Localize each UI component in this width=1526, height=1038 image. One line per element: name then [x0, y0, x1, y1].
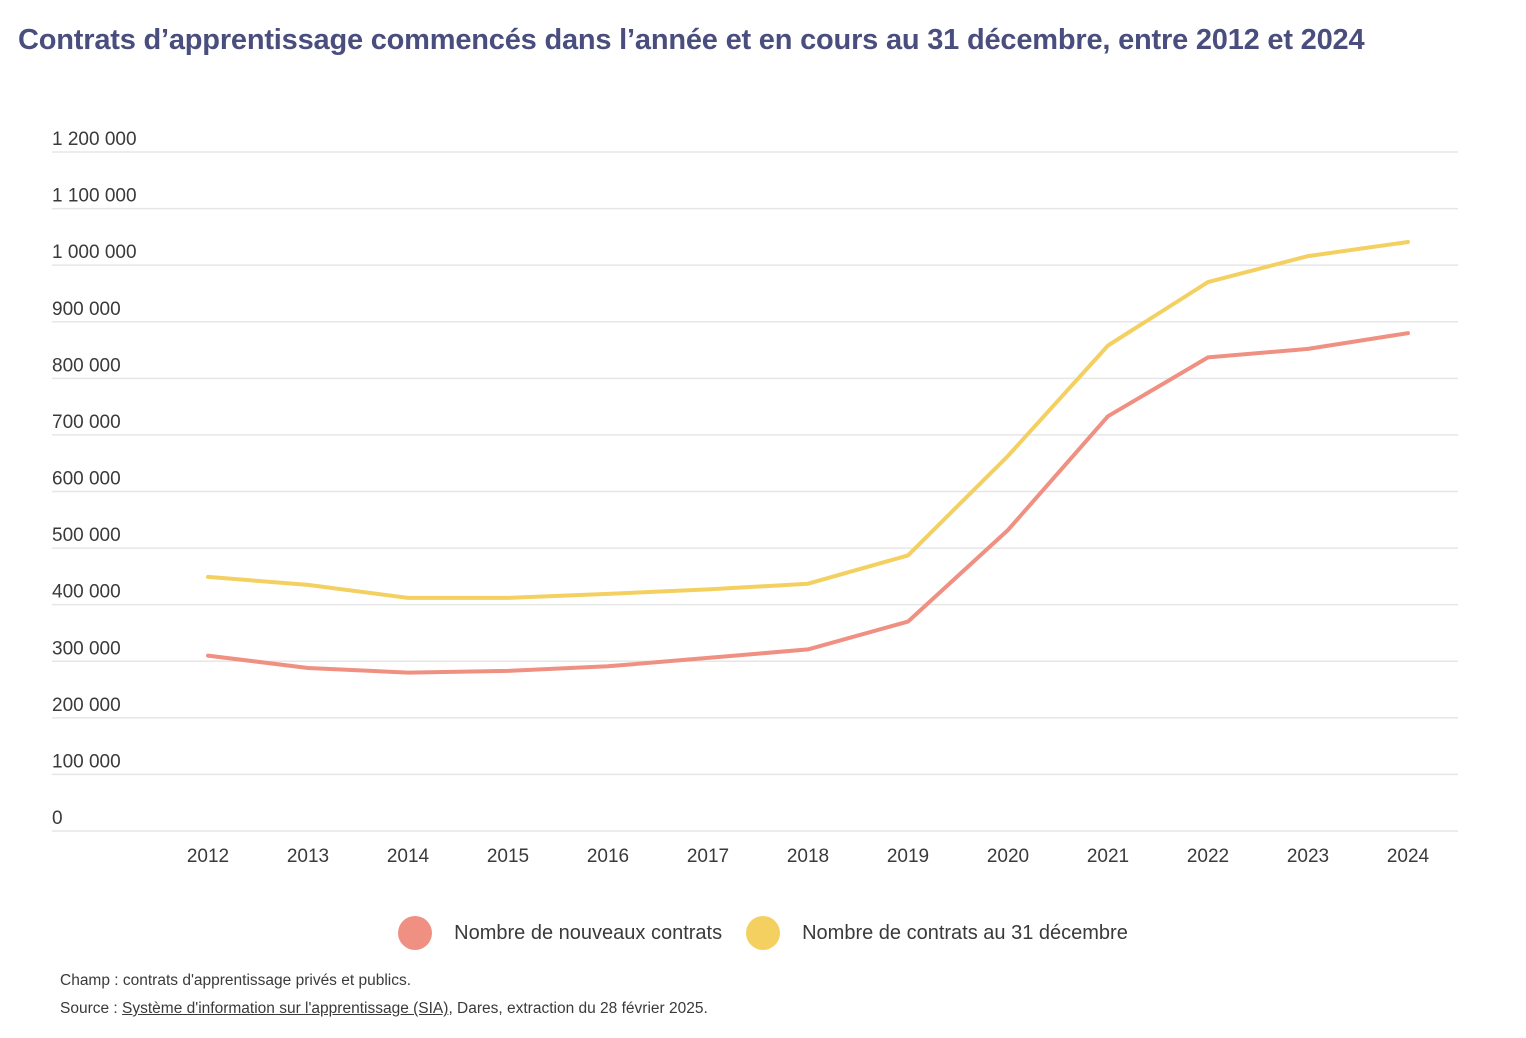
- y-tick-label: 400 000: [52, 582, 121, 603]
- chart-title: Contrats d’apprentissage commencés dans …: [18, 24, 1365, 56]
- legend: Nombre de nouveaux contrats Nombre de co…: [0, 916, 1526, 950]
- x-tick-label: 2023: [1287, 846, 1329, 867]
- y-tick-label: 0: [52, 808, 63, 829]
- y-tick-label: 100 000: [52, 751, 121, 772]
- legend-label: Nombre de contrats au 31 décembre: [802, 921, 1128, 944]
- x-axis-ticks: 2012 2013 2014 2015 2016 2017 2018 2019 2020 2021…: [187, 846, 1430, 867]
- y-tick-label: 200 000: [52, 695, 121, 716]
- source-link[interactable]: Système d'information sur l'apprentissag…: [122, 1000, 449, 1017]
- x-tick-label: 2017: [687, 846, 729, 867]
- legend-item-contracts-dec31[interactable]: Nombre de contrats au 31 décembre: [746, 916, 1128, 950]
- y-tick-label: 600 000: [52, 469, 121, 490]
- y-tick-label: 1 200 000: [52, 129, 137, 150]
- x-tick-label: 2020: [987, 846, 1029, 867]
- series-lines: [206, 240, 1410, 675]
- source-suffix: , Dares, extraction du 28 février 2025.: [448, 1000, 708, 1017]
- y-tick-label: 500 000: [52, 525, 121, 546]
- y-tick-label: 800 000: [52, 355, 121, 376]
- legend-label: Nombre de nouveaux contrats: [454, 921, 723, 944]
- x-tick-label: 2013: [287, 846, 329, 867]
- legend-swatch-contracts-dec31: [746, 916, 781, 950]
- series-line-1[interactable]: [206, 240, 1410, 600]
- grid-lines: [52, 151, 1458, 832]
- note-champ: Champ : contrats d'apprentissage privés …: [60, 972, 412, 989]
- x-tick-label: 2019: [887, 846, 929, 867]
- x-tick-label: 2015: [487, 846, 529, 867]
- x-tick-label: 2018: [787, 846, 829, 867]
- y-tick-label: 300 000: [52, 638, 121, 659]
- x-tick-label: 2022: [1187, 846, 1229, 867]
- y-tick-label: 900 000: [52, 299, 121, 320]
- y-tick-label: 1 000 000: [52, 242, 137, 263]
- line-chart: 0 100 000 200 000 300 000 400 000 500 000 600 …: [52, 129, 1458, 867]
- x-tick-label: 2012: [187, 846, 229, 867]
- y-axis-ticks: 0 100 000 200 000 300 000 400 000 500 000 600 …: [52, 129, 137, 829]
- note-source: Source : Système d'information sur l'app…: [60, 1000, 708, 1018]
- x-tick-label: 2024: [1387, 846, 1430, 867]
- series-line-0[interactable]: [206, 331, 1410, 675]
- legend-swatch-new-contracts: [398, 916, 433, 950]
- y-tick-label: 700 000: [52, 412, 121, 433]
- legend-item-new-contracts[interactable]: Nombre de nouveaux contrats: [398, 916, 722, 950]
- y-tick-label: 1 100 000: [52, 186, 137, 207]
- x-tick-label: 2016: [587, 846, 629, 867]
- source-prefix: Source :: [60, 1000, 123, 1017]
- x-tick-label: 2021: [1087, 846, 1129, 867]
- x-tick-label: 2014: [387, 846, 430, 867]
